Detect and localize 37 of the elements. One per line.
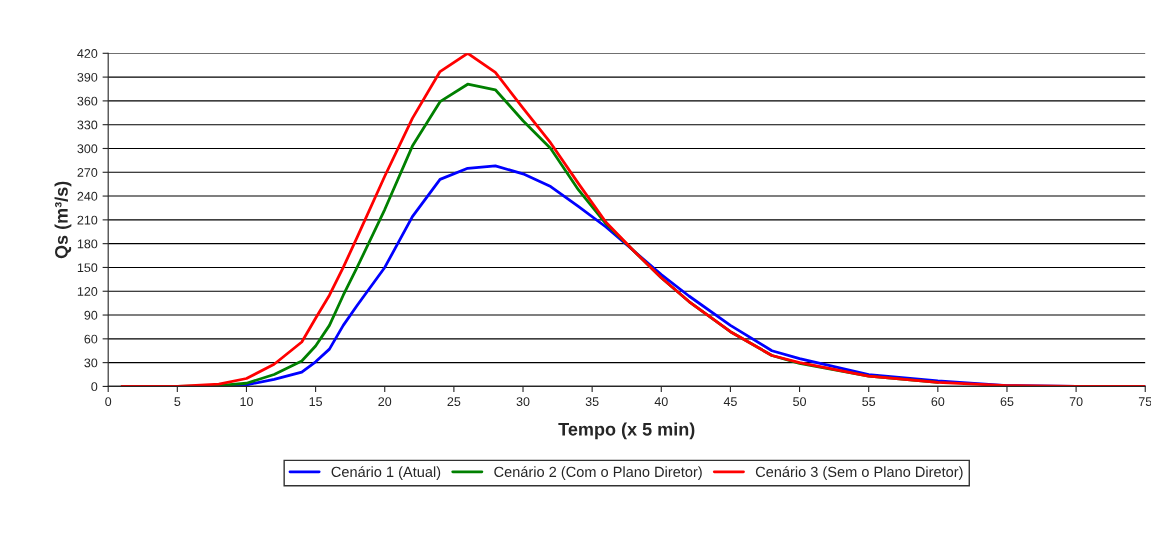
y-tick-label: 180 [77,239,98,249]
x-tick-label: 20 [378,397,392,407]
y-tick-label: 210 [77,215,98,225]
x-tick-label: 0 [105,397,112,407]
x-tick-label: 45 [723,397,737,407]
y-tick-label: 300 [77,144,98,154]
y-axis-title: Qs (m³/s) [54,181,72,259]
y-tick-label: 30 [84,358,98,368]
x-tick-label: 50 [793,397,807,407]
x-tick-label: 60 [931,397,945,407]
y-tick-label: 150 [77,263,98,273]
x-tick-label: 70 [1069,397,1083,407]
legend-label: Cenário 2 (Com o Plano Diretor) [494,466,702,480]
y-tick-label: 420 [77,49,98,58]
x-tick-label: 40 [654,397,668,407]
x-tick-label: 30 [516,397,530,407]
y-tick-label: 360 [77,96,98,106]
y-tick-label: 60 [84,334,98,344]
line-series [120,53,1146,387]
y-tick-label: 390 [77,72,98,82]
x-tick-label: 35 [585,397,599,407]
y-tick-label: 90 [84,310,98,320]
y-tick-label: 330 [77,120,98,130]
x-tick-label: 65 [1000,397,1014,407]
y-tick-label: 0 [91,382,98,392]
x-tick-label: 5 [174,397,181,407]
legend-label: Cenário 3 (Sem o Plano Diretor) [755,466,963,480]
x-axis-title: Tempo (x 5 min) [558,422,695,440]
x-tick-label: 25 [447,397,461,407]
x-tick-label: 15 [309,397,323,407]
y-tick-label: 270 [77,168,98,177]
x-tick-label: 55 [862,397,876,407]
legend-label: Cenário 1 (Atual) [331,466,441,480]
y-tick-label: 120 [77,287,98,296]
y-tick-label: 240 [77,191,98,201]
x-tick-label: 10 [240,397,253,407]
x-tick-label: 75 [1138,397,1151,407]
